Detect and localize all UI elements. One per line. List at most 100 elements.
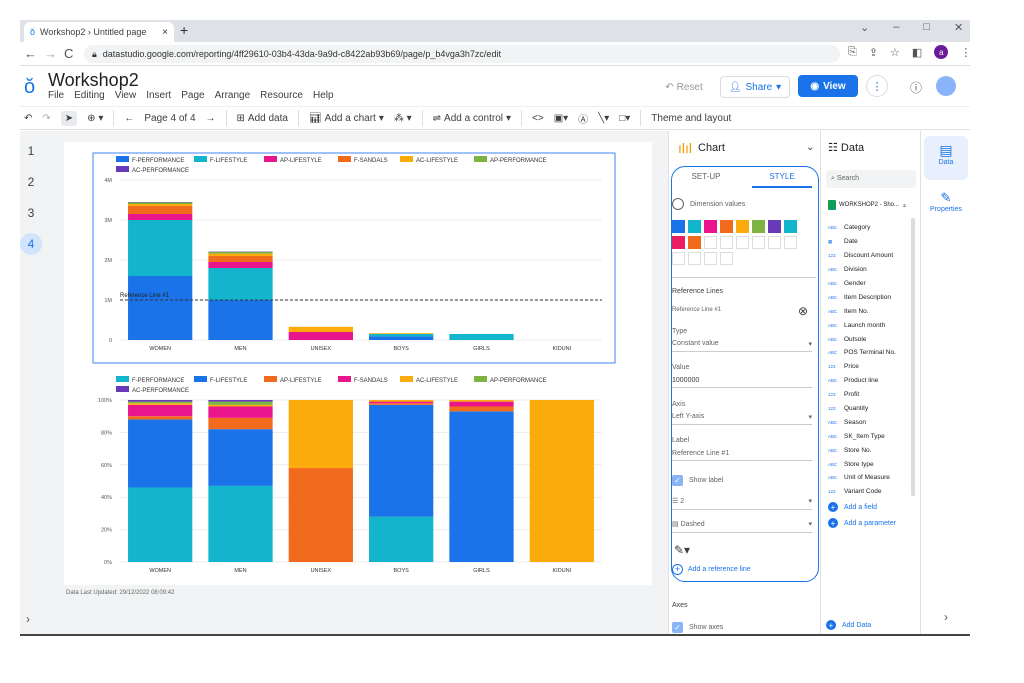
add-control-button[interactable]: ⇌ Add a control ▾	[432, 112, 512, 124]
chart-panel-collapse-icon[interactable]: ⌄	[806, 142, 815, 153]
field-item[interactable]: ABC Unit of Measure	[828, 471, 916, 485]
page-3[interactable]: 3	[27, 206, 35, 220]
remove-reference-line-icon[interactable]: ⊗	[798, 304, 809, 318]
page-4[interactable]: 4	[20, 233, 42, 255]
report-title[interactable]: Workshop2	[48, 70, 139, 90]
next-page-icon[interactable]: →	[205, 112, 216, 124]
field-item[interactable]: ABC Item Description	[828, 290, 916, 304]
minimize-icon[interactable]: –	[893, 21, 900, 33]
field-item[interactable]: ABC Store No.	[828, 443, 916, 457]
field-item[interactable]: ABC Outsole	[828, 332, 916, 346]
empty-color-swatch[interactable]	[736, 236, 749, 249]
empty-color-swatch[interactable]	[704, 236, 717, 249]
reload-icon[interactable]: C	[64, 46, 74, 61]
rail-data-button[interactable]: ▤ Data	[924, 136, 968, 180]
field-item[interactable]: ABC Gender	[828, 277, 916, 291]
bookmark-star-icon[interactable]: ☆	[890, 46, 900, 59]
type-select[interactable]: Constant value ▾	[672, 340, 812, 352]
menu-arrange[interactable]: Arrange	[214, 90, 251, 101]
translate-icon[interactable]: ⎘	[848, 45, 857, 58]
color-swatch[interactable]	[672, 236, 685, 249]
field-item[interactable]: ABC Item No.	[828, 304, 916, 318]
embed-code-icon[interactable]: <>	[532, 112, 544, 124]
select-tool-icon[interactable]: ➤	[60, 110, 78, 126]
url-field[interactable]: 🔒︎ datastudio.google.com/reporting/4ff29…	[84, 45, 840, 63]
menu-insert[interactable]: Insert	[146, 90, 172, 101]
help-icon[interactable]: ⓘ	[910, 81, 923, 95]
field-item[interactable]: ABC SK_Item Type	[828, 429, 916, 443]
new-tab-button[interactable]: +	[180, 22, 189, 38]
field-item[interactable]: ABC POS Terminal No.	[828, 346, 916, 360]
label-input[interactable]: Reference Line #1	[672, 450, 812, 461]
field-item[interactable]: ABC Store type	[828, 457, 916, 471]
field-item[interactable]: 123 Quantity	[828, 402, 916, 416]
radio-icon[interactable]	[672, 198, 684, 210]
tab-setup[interactable]: SET-UP	[691, 172, 721, 181]
line-color-picker-icon[interactable]: ✎▾	[674, 543, 691, 557]
side-panel-icon[interactable]: ◧	[911, 46, 923, 59]
image-icon[interactable]: ▣▾	[553, 112, 569, 124]
empty-color-swatch[interactable]	[720, 236, 733, 249]
bar-chart-icon[interactable]: ılıl	[678, 140, 692, 156]
add-data-button[interactable]: ⊞ Add data	[237, 113, 288, 124]
maximize-icon[interactable]: □	[923, 21, 930, 33]
share-button[interactable]: 👤︎ Share ▾	[720, 76, 790, 98]
color-swatch[interactable]	[752, 220, 765, 233]
add-chart-button[interactable]: 📊︎ Add a chart ▾	[308, 112, 384, 124]
field-item[interactable]: 123 Price	[828, 360, 916, 374]
field-item[interactable]: 123 Discount Amount	[828, 249, 916, 263]
page-2[interactable]: 2	[27, 175, 35, 189]
empty-color-swatch[interactable]	[784, 236, 797, 249]
field-item[interactable]: ABC Division	[828, 263, 916, 277]
profile-avatar[interactable]: a	[934, 45, 949, 59]
field-search-input[interactable]: ⌕ Search	[826, 170, 916, 188]
empty-color-swatch[interactable]	[768, 236, 781, 249]
color-swatch[interactable]	[704, 220, 717, 233]
percent-stacked-bar-chart[interactable]: F-PERFORMANCE F-LIFESTYLE AP-LIFESTYLE F-SA…	[92, 372, 616, 577]
close-tab-icon[interactable]: ×	[162, 26, 168, 38]
add-data-panel-button[interactable]: + Add Data	[826, 620, 871, 630]
color-swatch[interactable]	[688, 220, 701, 233]
field-list-scrollbar[interactable]	[911, 218, 915, 496]
data-studio-logo-icon[interactable]: ŏ	[24, 76, 36, 98]
forward-icon[interactable]: →	[44, 46, 57, 61]
color-swatch[interactable]	[720, 220, 733, 233]
browser-menu-icon[interactable]: ⋮	[960, 46, 972, 59]
add-reference-line-button[interactable]: + Add a reference line	[672, 564, 751, 575]
share-page-icon[interactable]: ⇪	[868, 46, 879, 59]
value-input[interactable]: 1000000	[672, 377, 812, 388]
data-source-selector[interactable]: WORKSHOP2 - Sho... ⌅	[828, 200, 907, 210]
empty-color-swatch[interactable]	[720, 252, 733, 265]
menu-view[interactable]: View	[114, 90, 137, 101]
menu-file[interactable]: File	[48, 90, 65, 101]
collapse-right-panel-icon[interactable]: ›	[944, 610, 948, 624]
tab-style[interactable]: STYLE	[752, 172, 812, 188]
color-swatch[interactable]	[688, 236, 701, 249]
line-icon[interactable]: ╲▾	[598, 112, 610, 124]
line-weight-select[interactable]: ☰ 2 ▾	[672, 497, 812, 510]
browser-tab[interactable]: ŏ Workshop2 › Untitled page ×	[24, 22, 174, 42]
theme-layout-button[interactable]: Theme and layout	[651, 112, 732, 124]
show-label-checkbox[interactable]: ✓ Show label	[672, 475, 723, 486]
line-style-select[interactable]: ▤ Dashed ▾	[672, 520, 812, 533]
color-swatch[interactable]	[672, 220, 685, 233]
stacked-bar-chart[interactable]: F-PERFORMANCE F-LIFESTYLE AP-LIFESTYLE F-SA…	[92, 152, 616, 372]
empty-color-swatch[interactable]	[752, 236, 765, 249]
checkbox-checked-icon[interactable]: ✓	[672, 622, 683, 633]
text-box-icon[interactable]: Ⓐ	[578, 114, 589, 126]
field-item[interactable]: ABC Launch month	[828, 318, 916, 332]
dimension-values-toggle[interactable]: Dimension values	[672, 198, 745, 210]
menu-resource[interactable]: Resource	[260, 90, 303, 101]
back-icon[interactable]: ←	[24, 46, 37, 61]
rail-properties-button[interactable]: ✎ Properties	[924, 186, 968, 226]
add-field-button[interactable]: + Add a field	[828, 502, 877, 512]
field-item[interactable]: ABC Product line	[828, 374, 916, 388]
expand-icon[interactable]: ⌅	[902, 202, 908, 209]
community-viz-icon[interactable]: ⁂ ▾	[393, 112, 412, 124]
menu-page[interactable]: Page	[181, 90, 205, 101]
share-dropdown-icon[interactable]: ▾	[776, 81, 782, 93]
show-axes-checkbox[interactable]: ✓ Show axes	[672, 622, 723, 633]
add-parameter-button[interactable]: + Add a parameter	[828, 518, 896, 528]
field-item[interactable]: 123 Variant Code	[828, 485, 916, 499]
redo-icon[interactable]: ↷	[42, 112, 51, 124]
